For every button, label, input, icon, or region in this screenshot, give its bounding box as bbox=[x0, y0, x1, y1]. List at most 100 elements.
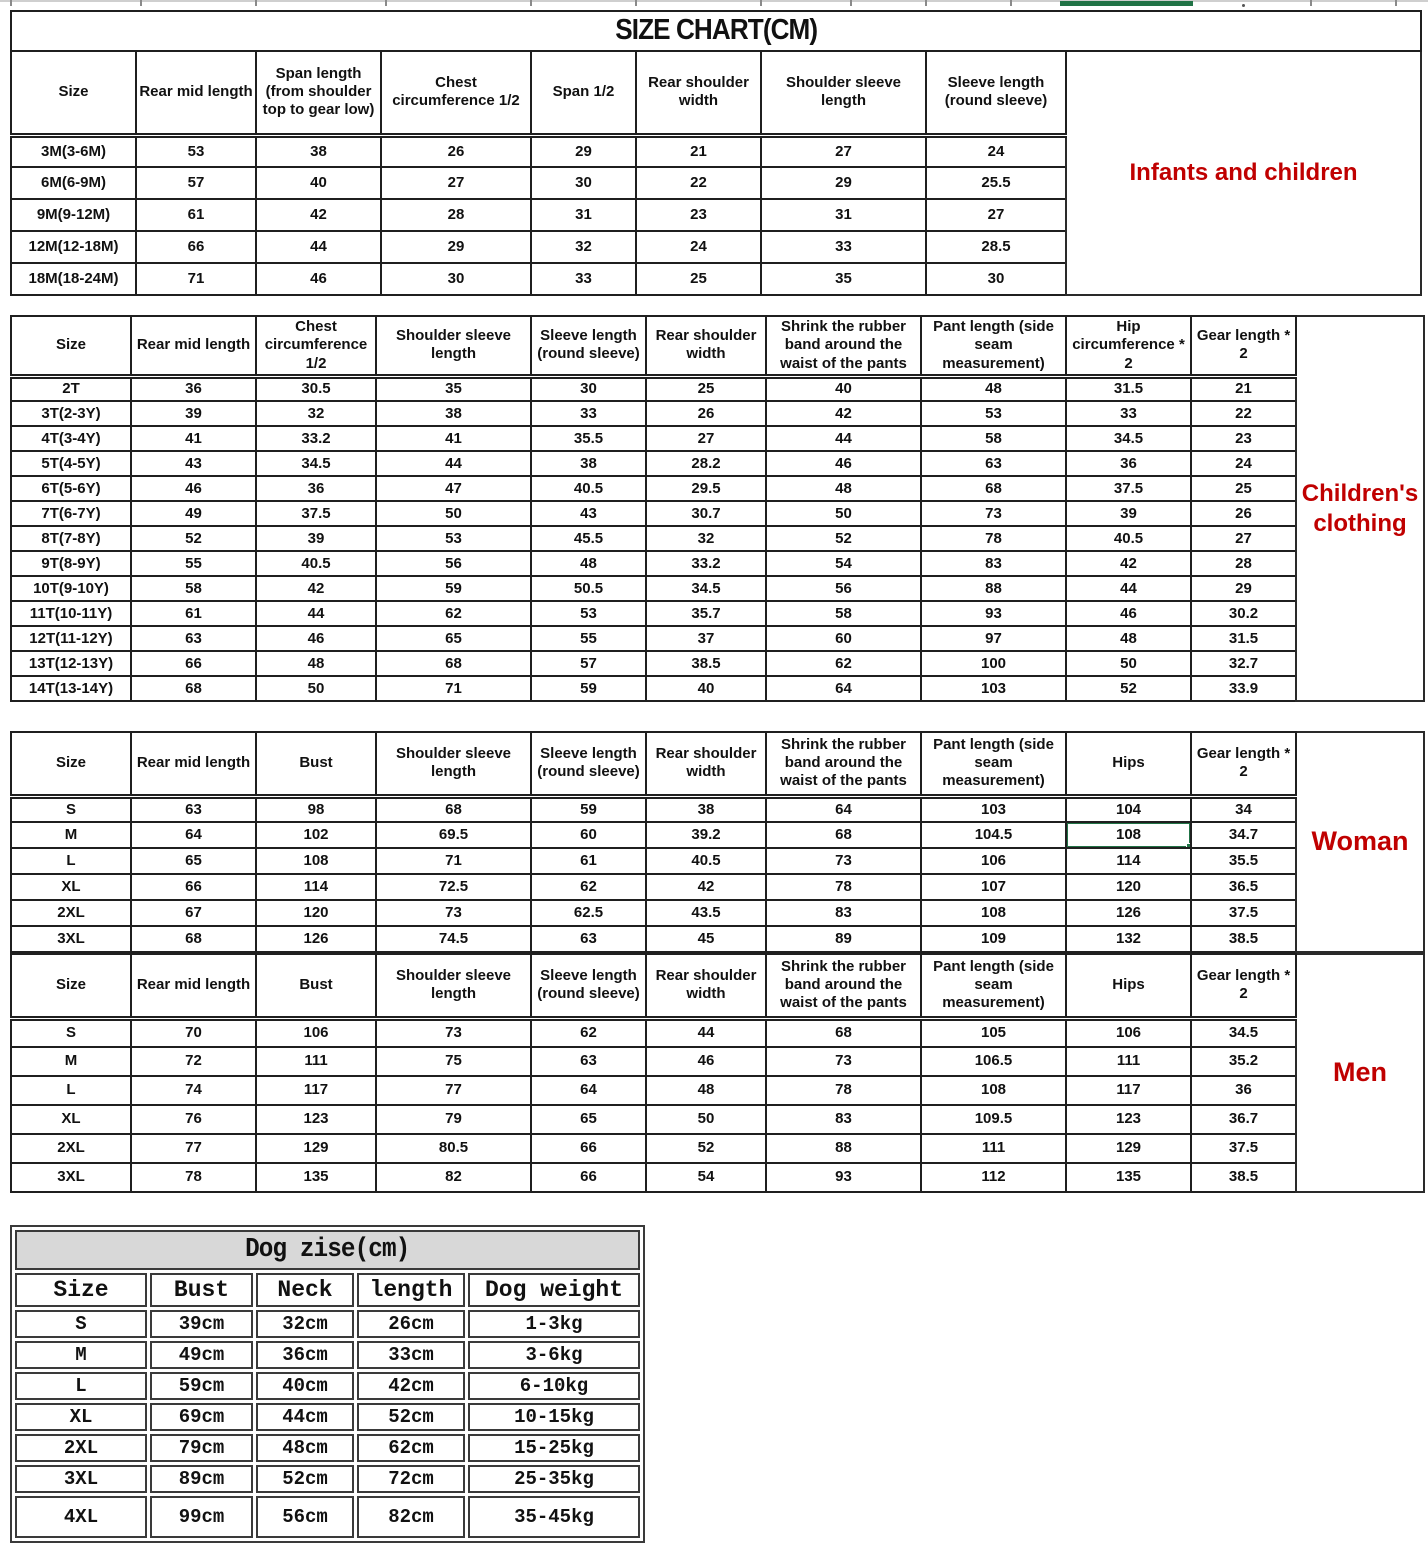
table-cell: 55 bbox=[530, 625, 647, 653]
table-cell: 26cm bbox=[357, 1310, 465, 1338]
table-cell: 11T(10-11Y) bbox=[10, 600, 132, 628]
table-cell: 64 bbox=[765, 675, 922, 703]
column-tick bbox=[635, 0, 637, 6]
table-cell: 28 bbox=[380, 198, 532, 232]
table-cell: 36 bbox=[1190, 1075, 1297, 1106]
table-cell: 48 bbox=[530, 550, 647, 578]
table-cell: 62cm bbox=[357, 1434, 465, 1462]
column-header: length bbox=[357, 1273, 465, 1307]
table-cell: 89 bbox=[765, 925, 922, 953]
table-cell: 3-6kg bbox=[468, 1341, 640, 1369]
table-row: 2XL 79cm 48cm 62cm 15-25kg bbox=[15, 1434, 640, 1462]
table-row: 6T(5-6Y) 46 36 47 40.5 29.5 48 68 37.5 25 bbox=[10, 475, 1424, 503]
table-row: 6M(6-9M) 57 40 27 30 22 29 25.5 bbox=[10, 166, 1421, 200]
table-cell: 52cm bbox=[357, 1403, 465, 1431]
column-header: Shrink the rubber band around the waist … bbox=[765, 953, 922, 1021]
column-header: Bust bbox=[255, 953, 377, 1021]
column-tick bbox=[1395, 0, 1397, 6]
table-cell: 34 bbox=[1190, 795, 1297, 823]
table-row: L 59cm 40cm 42cm 6-10kg bbox=[15, 1372, 640, 1400]
table-cell: L bbox=[10, 1075, 132, 1106]
column-header: Pant length (side seam measurement) bbox=[920, 314, 1067, 379]
table-cell: 12T(11-12Y) bbox=[10, 625, 132, 653]
table-cell: 78 bbox=[130, 1162, 257, 1193]
table-row: 12T(11-12Y) 63 46 65 55 37 60 97 48 31.5 bbox=[10, 625, 1424, 653]
table-cell: 44 bbox=[645, 1017, 767, 1048]
table-cell: 73 bbox=[765, 847, 922, 875]
table-row: S 70 106 73 62 44 68 105 106 34.5 bbox=[10, 1017, 1424, 1048]
table-cell: 39 bbox=[130, 400, 257, 428]
table-cell: 32 bbox=[645, 525, 767, 553]
column-header: Span length (from shoulder top to gear l… bbox=[255, 50, 382, 138]
table-cell: 59 bbox=[530, 675, 647, 703]
children-size-table: Size Rear mid length Chest circumference 1… bbox=[10, 314, 1425, 703]
column-header: Size bbox=[10, 314, 132, 379]
column-header: Pant length (side seam measurement) bbox=[920, 953, 1067, 1021]
table-row: M 49cm 36cm 33cm 3-6kg bbox=[15, 1341, 640, 1369]
table-cell: 56cm bbox=[256, 1496, 354, 1538]
table-row: L 65 108 71 61 40.5 73 106 114 35.5 bbox=[10, 847, 1424, 875]
table-cell: 78 bbox=[765, 873, 922, 901]
table-cell: 36.5 bbox=[1190, 873, 1297, 901]
table-cell: 108 bbox=[920, 1075, 1067, 1106]
table-row: S 63 98 68 59 38 64 103 104 34 bbox=[10, 795, 1424, 823]
table-cell: 3XL bbox=[15, 1465, 147, 1493]
column-header: Pant length (side seam measurement) bbox=[920, 731, 1067, 799]
column-header: Rear mid length bbox=[130, 314, 257, 379]
table-cell: 64 bbox=[530, 1075, 647, 1106]
column-header: Shrink the rubber band around the waist … bbox=[765, 731, 922, 799]
table-cell: 30.5 bbox=[255, 375, 377, 403]
table-cell: 106 bbox=[1065, 1017, 1192, 1048]
table-cell: 48 bbox=[1065, 625, 1192, 653]
table-row: 12M(12-18M) 66 44 29 32 24 33 28.5 bbox=[10, 230, 1421, 264]
table-row: 3M(3-6M) 53 38 26 29 21 27 24 bbox=[10, 134, 1421, 168]
table-cell: 39.2 bbox=[645, 821, 767, 849]
table-cell: 35-45kg bbox=[468, 1496, 640, 1538]
table-cell: 46 bbox=[1065, 600, 1192, 628]
table-cell: 27 bbox=[645, 425, 767, 453]
table-cell: 2XL bbox=[10, 899, 132, 927]
table-row: 10T(9-10Y) 58 42 59 50.5 34.5 56 88 44 29 bbox=[10, 575, 1424, 603]
table-cell: 45.5 bbox=[530, 525, 647, 553]
table-cell: 40 bbox=[765, 375, 922, 403]
table-cell: 52 bbox=[1065, 675, 1192, 703]
group-label: Infants and children bbox=[1064, 50, 1423, 296]
table-row: M 72 111 75 63 46 73 106.5 111 35.2 bbox=[10, 1046, 1424, 1077]
column-header: Rear mid length bbox=[135, 50, 257, 138]
table-cell: 68 bbox=[765, 1017, 922, 1048]
table-cell: 38 bbox=[375, 400, 532, 428]
dog-size-table: Dog zise(cm) Size Bust Neck length Dog weight… bbox=[10, 1225, 645, 1543]
table-cell: 109 bbox=[920, 925, 1067, 953]
column-header: Rear mid length bbox=[130, 953, 257, 1021]
table-cell: 46 bbox=[130, 475, 257, 503]
table-cell: 35 bbox=[760, 262, 927, 296]
column-header: Size bbox=[15, 1273, 147, 1307]
table-cell: 58 bbox=[920, 425, 1067, 453]
table-cell: 1-3kg bbox=[468, 1310, 640, 1338]
table-cell: 44 bbox=[255, 600, 377, 628]
table-cell: 65 bbox=[130, 847, 257, 875]
table-row: 3XL 78 135 82 66 54 93 112 135 38.5 bbox=[10, 1162, 1424, 1193]
table-cell: 61 bbox=[135, 198, 257, 232]
table-cell: 43 bbox=[530, 500, 647, 528]
column-tick bbox=[255, 0, 257, 6]
table-cell: 48 bbox=[645, 1075, 767, 1106]
table-cell: 114 bbox=[1065, 847, 1192, 875]
table-cell: 98 bbox=[255, 795, 377, 823]
table-cell: 49cm bbox=[150, 1341, 253, 1369]
table-cell: 100 bbox=[920, 650, 1067, 678]
table-cell: 25-35kg bbox=[468, 1465, 640, 1493]
table-row: 8T(7-8Y) 52 39 53 45.5 32 52 78 40.5 27 bbox=[10, 525, 1424, 553]
woman-size-table: Size Rear mid length Bust Shoulder sleeve l… bbox=[10, 731, 1425, 953]
table-row: 2T 36 30.5 35 30 25 40 48 31.5 21 bbox=[10, 375, 1424, 403]
table-cell: M bbox=[10, 1046, 132, 1077]
table-cell: 37.5 bbox=[1190, 1133, 1297, 1164]
column-header: Shoulder sleeve length bbox=[375, 314, 532, 379]
table-cell: 66 bbox=[135, 230, 257, 264]
table-cell: 3XL bbox=[10, 1162, 132, 1193]
table-cell: 39 bbox=[1065, 500, 1192, 528]
table-cell: 3T(2-3Y) bbox=[10, 400, 132, 428]
table-cell: 59 bbox=[530, 795, 647, 823]
table-cell: 24 bbox=[925, 134, 1067, 168]
table-row: M 64 102 69.5 60 39.2 68 104.5 108 34.7 bbox=[10, 821, 1424, 849]
